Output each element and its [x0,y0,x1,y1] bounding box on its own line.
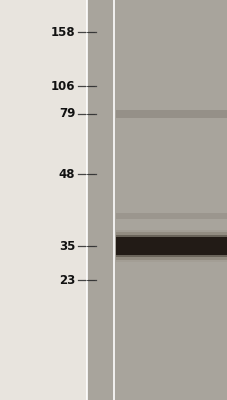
Bar [86,0,114,400]
Bar [116,237,227,255]
Text: —: — [85,27,95,37]
Bar [116,235,227,257]
Text: —: — [85,109,95,119]
Text: 106: 106 [51,80,75,92]
Bar [116,230,227,262]
Text: 158: 158 [50,26,75,38]
Text: —: — [85,241,95,251]
Bar [116,110,227,118]
Bar [0,0,86,400]
Text: —: — [85,275,95,285]
Text: 35: 35 [59,240,75,252]
Text: —: — [85,169,95,179]
Text: 79: 79 [59,108,75,120]
Text: 48: 48 [59,168,75,180]
Bar [116,232,227,260]
Text: —: — [85,81,95,91]
Bar [116,213,227,219]
Bar [114,0,227,400]
Text: 23: 23 [59,274,75,286]
